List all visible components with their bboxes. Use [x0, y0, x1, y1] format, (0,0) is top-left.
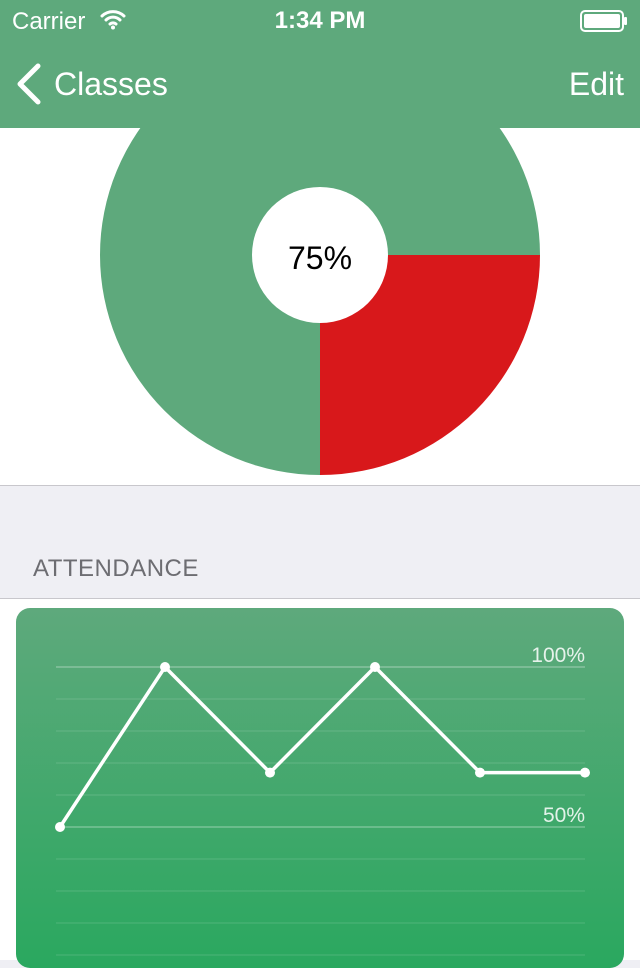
pie-center-label: 75%	[287, 240, 353, 276]
navigation-bar: Carrier 1:34 PM Classes Edit	[0, 0, 640, 128]
data-point	[580, 767, 590, 778]
wifi-icon	[100, 10, 126, 30]
battery-icon	[580, 10, 627, 32]
data-point	[475, 767, 485, 778]
data-point	[265, 767, 275, 778]
pie-center-hole	[252, 187, 388, 323]
carrier-label: Carrier	[12, 8, 86, 35]
data-point	[55, 822, 65, 832]
attendance-pie-chart	[100, 128, 540, 475]
data-point	[370, 662, 380, 672]
back-button-label: Classes	[54, 65, 168, 102]
pie-slice-missed	[320, 255, 540, 475]
chevron-left-icon	[17, 63, 41, 105]
back-button[interactable]: Classes	[14, 60, 168, 108]
status-bar: Carrier 1:34 PM	[0, 0, 640, 40]
status-time: 1:34 PM	[274, 7, 366, 34]
attendance-line-chart: 100% 50%	[55, 644, 590, 956]
edit-button[interactable]: Edit	[568, 66, 624, 102]
section-divider	[0, 598, 640, 599]
attendance-series-line	[58, 664, 585, 828]
y-tick-label: 50%	[543, 804, 585, 827]
attendance-pie-section: 75%	[0, 128, 640, 486]
attendance-line-chart-card: 100% 50%	[16, 608, 624, 968]
nav-bar: Classes Edit	[0, 40, 640, 128]
data-point	[160, 662, 170, 672]
y-tick-label: 100%	[531, 644, 585, 667]
attendance-section-header: ATTENDANCE	[33, 555, 199, 582]
